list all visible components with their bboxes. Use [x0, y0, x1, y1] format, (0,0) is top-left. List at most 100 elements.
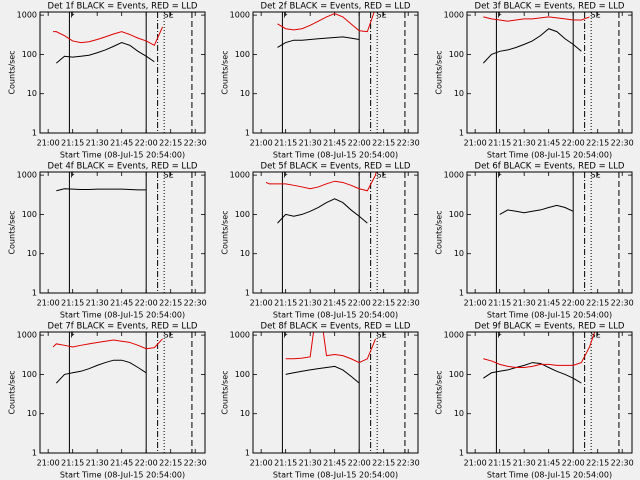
plot-frame: [252, 331, 419, 454]
chart-title: Det 1f BLACK = Events, RED = LLD: [48, 2, 198, 12]
x-tick-label: 21:45: [537, 459, 560, 468]
chart-title: Det 2f BLACK = Events, RED = LLD: [261, 2, 411, 12]
x-tick-label: 21:15: [488, 139, 511, 148]
annotation: F: [70, 11, 75, 20]
x-axis-label: Start Time (08-Jul-15 20:54:00): [60, 311, 185, 320]
panel: Det 7f BLACK = Events, RED = LLD Start Ti…: [8, 322, 207, 480]
x-tick-label: 21:15: [488, 299, 511, 308]
series-line: [55, 359, 147, 384]
annotation: SE: [591, 331, 601, 340]
y-tick-label: 1: [245, 129, 250, 138]
y-tick-label: 100: [22, 210, 37, 219]
x-tick-label: 22:15: [372, 139, 395, 148]
y-tick-label: 1: [32, 449, 37, 458]
y-tick-label: 100: [449, 210, 464, 219]
plot-frame: [39, 11, 206, 134]
annotation: SE: [164, 11, 174, 20]
y-tick-label: 10: [240, 249, 250, 258]
x-tick-label: 21:45: [323, 139, 346, 148]
x-tick-label: 21:45: [110, 139, 133, 148]
y-tick-label: 1000: [444, 11, 464, 20]
x-tick-label: 22:15: [372, 459, 395, 468]
x-tick-label: 21:30: [299, 299, 322, 308]
y-tick-label: 100: [22, 370, 37, 379]
plot-frame: [252, 171, 419, 294]
y-axis-label: Counts/sec: [221, 370, 230, 414]
series-line: [52, 338, 163, 350]
x-tick-label: 22:15: [159, 139, 182, 148]
x-tick-label: 22:15: [372, 299, 395, 308]
annotation: F: [497, 331, 502, 340]
x-tick-label: 21:30: [513, 299, 536, 308]
annotation: SE: [377, 11, 387, 20]
y-tick-label: 1: [245, 289, 250, 298]
x-axis-label: Start Time (08-Jul-15 20:54:00): [487, 151, 612, 160]
x-tick-label: 21:15: [61, 299, 84, 308]
y-tick-label: 1000: [17, 11, 37, 20]
x-tick-label: 22:30: [611, 459, 634, 468]
x-tick-label: 22:30: [397, 459, 420, 468]
y-axis-label: Counts/sec: [8, 370, 17, 414]
x-tick-label: 21:15: [274, 459, 297, 468]
x-axis-label: Start Time (08-Jul-15 20:54:00): [273, 311, 398, 320]
x-tick-label: 21:00: [37, 139, 60, 148]
series-line: [277, 36, 360, 48]
panel: Det 8f BLACK = Events, RED = LLD Start Ti…: [221, 322, 420, 480]
series-line: [277, 198, 368, 224]
x-tick-label: 21:30: [299, 139, 322, 148]
chart-title: Det 7f BLACK = Events, RED = LLD: [48, 322, 198, 332]
plot-frame: [466, 171, 633, 294]
panel: Det 4f BLACK = Events, RED = LLD Start Ti…: [8, 162, 207, 320]
x-tick-label: 22:00: [562, 299, 585, 308]
plot-frame: [466, 11, 633, 134]
x-axis-label: Start Time (08-Jul-15 20:54:00): [60, 151, 185, 160]
y-tick-label: 10: [27, 89, 37, 98]
y-tick-label: 1000: [17, 171, 37, 180]
x-axis-label: Start Time (08-Jul-15 20:54:00): [60, 471, 185, 480]
x-tick-label: 22:00: [348, 139, 371, 148]
y-tick-label: 1000: [444, 171, 464, 180]
annotation: F: [70, 171, 75, 180]
annotation: SE: [377, 331, 387, 340]
y-tick-label: 100: [235, 370, 250, 379]
panel: Det 9f BLACK = Events, RED = LLD Start Ti…: [435, 322, 634, 480]
y-tick-label: 10: [240, 409, 250, 418]
x-tick-label: 21:45: [110, 459, 133, 468]
series-line: [482, 28, 582, 64]
x-tick-label: 22:00: [135, 139, 158, 148]
y-tick-label: 1: [32, 289, 37, 298]
series-line: [483, 362, 582, 384]
series-line: [483, 16, 590, 22]
y-tick-label: 1: [459, 289, 464, 298]
y-tick-label: 100: [235, 50, 250, 59]
annotation: F: [497, 171, 502, 180]
annotation: SE: [164, 331, 174, 340]
x-tick-label: 22:15: [586, 459, 609, 468]
y-tick-label: 1000: [230, 11, 250, 20]
x-tick-label: 22:15: [586, 139, 609, 148]
x-tick-label: 22:00: [348, 299, 371, 308]
x-tick-label: 21:45: [537, 299, 560, 308]
plot-frame: [466, 331, 633, 454]
x-tick-label: 22:30: [184, 139, 207, 148]
x-tick-label: 21:15: [274, 299, 297, 308]
x-tick-label: 21:00: [37, 459, 60, 468]
x-axis-label: Start Time (08-Jul-15 20:54:00): [273, 151, 398, 160]
plot-frame: [39, 171, 206, 294]
series-line: [56, 188, 147, 192]
chart-title: Det 3f BLACK = Events, RED = LLD: [475, 2, 625, 12]
y-tick-label: 1: [32, 129, 37, 138]
x-tick-label: 21:15: [61, 139, 84, 148]
x-tick-label: 22:15: [586, 299, 609, 308]
x-tick-label: 22:00: [135, 299, 158, 308]
x-tick-label: 22:00: [348, 459, 371, 468]
x-tick-label: 21:15: [488, 459, 511, 468]
x-tick-label: 21:00: [464, 459, 487, 468]
annotation: SE: [377, 171, 387, 180]
y-tick-label: 10: [454, 89, 464, 98]
series-line: [277, 12, 375, 33]
y-tick-label: 100: [449, 370, 464, 379]
annotation: F: [70, 331, 75, 340]
x-tick-label: 21:45: [323, 459, 346, 468]
